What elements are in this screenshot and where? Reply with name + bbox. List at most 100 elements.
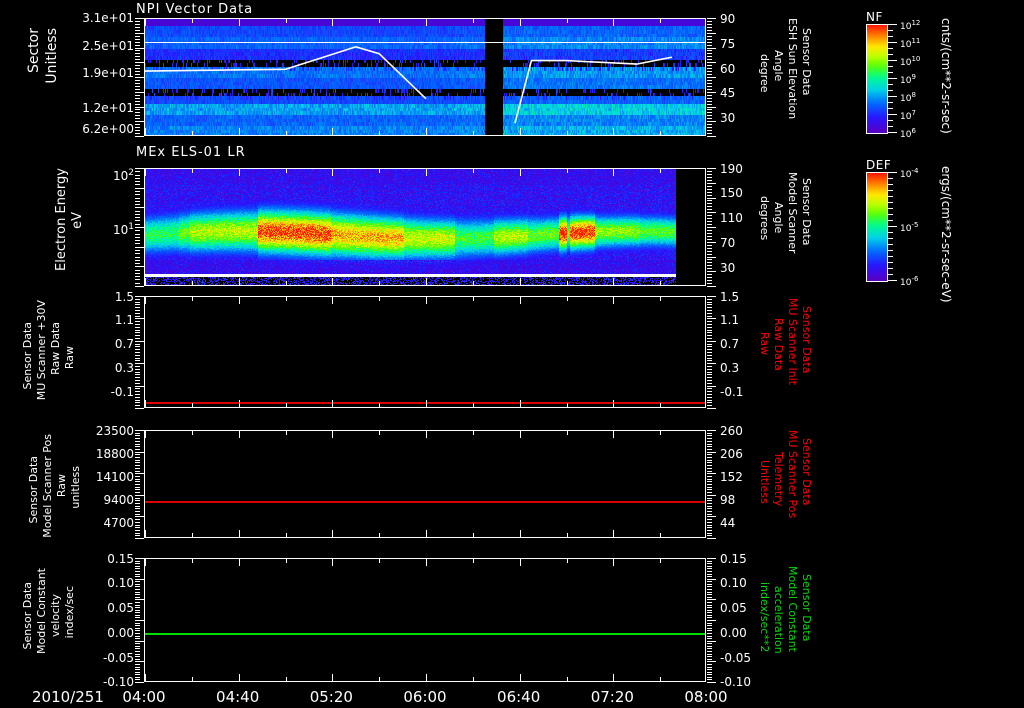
time-tick-label-5: 07:20 bbox=[582, 688, 642, 706]
elevation-trace-segment bbox=[145, 47, 426, 99]
axis-tick bbox=[473, 533, 474, 537]
panel-scanpos-right-label-line-2: MU Scanner Pos bbox=[786, 430, 798, 518]
axis-tick bbox=[473, 297, 474, 301]
panel-els-right-ytick-4: 30 bbox=[720, 261, 735, 275]
colorbar-def-name: DEF bbox=[866, 158, 891, 172]
panel-velocity-ytick-1: 0.10 bbox=[74, 576, 134, 590]
axis-tick bbox=[520, 400, 521, 407]
axis-tick bbox=[239, 278, 240, 285]
panel-velocity-left-label-line-3: velocity bbox=[50, 594, 62, 637]
axis-tick bbox=[286, 431, 287, 435]
panel-velocity-right-ytick-2: 0.05 bbox=[720, 601, 747, 615]
plot-figure: NPI Vector Data Sector Unitless 3.1e+01 … bbox=[0, 0, 1024, 708]
axis-tick bbox=[332, 169, 333, 176]
axis-tick bbox=[379, 431, 380, 435]
panel-mu30v-right-minor-ticks bbox=[707, 296, 716, 408]
panel-scanpos-ytick-4: 4700 bbox=[64, 516, 134, 530]
panel-els-ytick-0: 102 bbox=[86, 168, 134, 183]
axis-tick bbox=[613, 674, 614, 681]
panel-scanpos-left-label-line-2: Model Scanner Pos bbox=[42, 434, 54, 538]
colorbar-nf bbox=[866, 24, 888, 134]
axis-tick bbox=[379, 559, 380, 563]
panel-npi-right-ytick-0: 90 bbox=[720, 12, 735, 26]
axis-tick bbox=[426, 169, 427, 176]
axis-tick bbox=[192, 281, 193, 285]
panel-mu30v-ytick-1: 1.1 bbox=[84, 313, 134, 327]
axis-tick bbox=[613, 128, 614, 135]
axis-tick bbox=[145, 278, 146, 285]
panel-mu30v-ytick-2: 0.7 bbox=[84, 337, 134, 351]
colorbar-nf-tick-2: 1010 bbox=[900, 55, 920, 68]
colorbar-nf-tick-5: 107 bbox=[900, 109, 916, 122]
axis-tick bbox=[332, 128, 333, 135]
axis-tick bbox=[660, 677, 661, 681]
axis-tick bbox=[567, 559, 568, 563]
panel-velocity-left-label-line-2: Model Constant bbox=[36, 568, 48, 654]
panel-npi-plot[interactable] bbox=[144, 18, 706, 136]
panel-mu30v-plot[interactable] bbox=[144, 296, 706, 408]
axis-tick bbox=[426, 278, 427, 285]
panel-scanpos-ytick-0: 23500 bbox=[64, 424, 134, 438]
axis-tick bbox=[473, 403, 474, 407]
colorbar-def bbox=[866, 172, 888, 282]
panel-velocity-ytick-4: -0.05 bbox=[74, 651, 134, 665]
axis-tick bbox=[332, 19, 333, 26]
colorbar-nf-tick-1: 1011 bbox=[900, 37, 920, 50]
axis-tick bbox=[239, 400, 240, 407]
axis-tick bbox=[192, 559, 193, 563]
panel-mu30v-left-label-line-2: MU Scanner +30V bbox=[36, 300, 48, 400]
axis-tick bbox=[613, 431, 614, 438]
panel-velocity-right-label-line-1: Sensor Data bbox=[800, 574, 812, 641]
axis-tick bbox=[145, 431, 146, 438]
panel-mu30v-right-label-line-1: Sensor Data bbox=[800, 306, 812, 373]
panel-els-plot[interactable] bbox=[144, 168, 706, 286]
axis-tick bbox=[286, 533, 287, 537]
panel-velocity-plot[interactable] bbox=[144, 558, 706, 682]
axis-tick bbox=[567, 297, 568, 301]
axis-tick bbox=[192, 169, 193, 173]
axis-tick bbox=[239, 674, 240, 681]
axis-tick bbox=[332, 297, 333, 304]
axis-tick bbox=[286, 19, 287, 23]
panel-npi-right-label-line-1: Sensor Data bbox=[800, 28, 812, 95]
panel-npi-right-label-line-2: ESH Sun Elevation bbox=[786, 18, 798, 119]
axis-tick bbox=[145, 297, 146, 304]
time-tick-label-3: 06:00 bbox=[395, 688, 455, 706]
panel-scanpos-right-minor-ticks bbox=[707, 430, 716, 538]
panel-scanpos-right-label-line-3: Telemetry bbox=[772, 452, 784, 506]
axis-tick bbox=[613, 169, 614, 176]
axis-tick bbox=[239, 128, 240, 135]
axis-tick bbox=[332, 559, 333, 566]
panel-els-left-label-line-1: Electron Energy bbox=[56, 168, 68, 271]
colorbar-nf-ticks bbox=[888, 24, 897, 132]
colorbar-nf-name: NF bbox=[866, 10, 883, 24]
panel-npi-right-ytick-1: 75 bbox=[720, 37, 735, 51]
axis-tick bbox=[286, 297, 287, 301]
axis-tick bbox=[192, 297, 193, 301]
axis-tick bbox=[567, 169, 568, 173]
axis-tick bbox=[145, 128, 146, 135]
axis-tick bbox=[520, 19, 521, 26]
panel-scanpos-plot[interactable] bbox=[144, 430, 706, 538]
panel-els-ytick-1: 101 bbox=[86, 222, 134, 237]
axis-tick bbox=[520, 559, 521, 566]
time-tick-label-4: 06:40 bbox=[489, 688, 549, 706]
panel-npi-right-ytick-3: 45 bbox=[720, 86, 735, 100]
panel-velocity-trace bbox=[145, 633, 706, 635]
axis-tick bbox=[332, 431, 333, 438]
panel-velocity-ytick-3: 0.00 bbox=[74, 626, 134, 640]
axis-tick bbox=[145, 19, 146, 26]
panel-mu30v-ytick-0: 1.5 bbox=[84, 290, 134, 304]
panel-scanpos-right-ytick-4: 44 bbox=[720, 516, 735, 530]
panel-npi-elevation-trace bbox=[145, 19, 706, 136]
axis-tick bbox=[567, 533, 568, 537]
axis-tick bbox=[473, 281, 474, 285]
axis-tick bbox=[332, 278, 333, 285]
panel-mu30v-right-ytick-1: 1.1 bbox=[720, 313, 739, 327]
panel-velocity-right-ytick-0: 0.15 bbox=[720, 552, 747, 566]
axis-tick bbox=[473, 169, 474, 173]
panel-mu30v-ytick-3: 0.3 bbox=[84, 361, 134, 375]
axis-tick bbox=[192, 131, 193, 135]
axis-tick bbox=[613, 278, 614, 285]
panel-npi-right-minor-ticks bbox=[707, 18, 716, 136]
